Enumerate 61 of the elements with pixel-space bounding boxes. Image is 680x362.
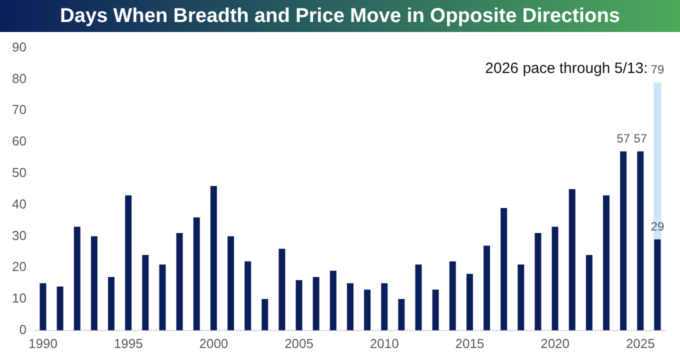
bar [449, 261, 456, 330]
bar [500, 208, 508, 330]
chart-title: Days When Breadth and Price Move in Opposite Directions [0, 0, 680, 32]
bar [108, 277, 115, 330]
bar [210, 186, 217, 330]
bar [603, 195, 610, 330]
data-label: 79 [650, 62, 664, 77]
bar [534, 233, 542, 330]
bar [125, 195, 132, 330]
bar [176, 233, 183, 330]
bar [568, 189, 576, 330]
bar [620, 151, 627, 330]
bar [312, 277, 320, 330]
data-label: 57 [616, 132, 630, 146]
bar [415, 264, 422, 330]
bar [330, 270, 336, 330]
bar [142, 255, 149, 330]
bar [228, 236, 234, 330]
x-tick-label: 2010 [370, 336, 399, 351]
bar [637, 151, 644, 330]
bar [466, 274, 473, 330]
y-tick-label: 40 [12, 196, 26, 212]
y-tick-label: 50 [12, 164, 26, 180]
bar [193, 217, 200, 330]
bar [159, 264, 166, 330]
bar [654, 239, 661, 330]
x-tick-label: 2000 [199, 336, 228, 351]
y-tick-label: 60 [12, 134, 26, 149]
y-tick-label: 80 [12, 70, 26, 86]
x-tick-label: 2020 [540, 336, 570, 351]
bar [90, 236, 98, 330]
bar [278, 248, 286, 330]
y-tick-label: 90 [12, 39, 26, 54]
series-label: 2026 pace through 5/13: [485, 60, 648, 77]
y-tick-label: 20 [12, 259, 26, 274]
x-tick-label: 2025 [626, 336, 655, 351]
bar [364, 290, 371, 330]
x-tick-label: 1995 [114, 336, 143, 351]
x-tick-label: 1990 [28, 336, 58, 351]
bar [244, 261, 252, 330]
data-label: 29 [650, 220, 664, 234]
bar [432, 290, 439, 330]
bar [74, 226, 80, 330]
bar [262, 299, 268, 330]
bar [381, 283, 388, 330]
bar [484, 246, 490, 330]
bar [586, 255, 592, 330]
x-tick-label: 2015 [455, 336, 484, 351]
bar [398, 299, 405, 330]
bar [56, 286, 64, 330]
y-tick-label: 30 [12, 228, 26, 243]
bar [346, 283, 354, 330]
y-tick-label: 10 [12, 290, 26, 306]
bar [518, 264, 524, 330]
y-tick-label: 70 [12, 102, 26, 118]
y-tick-label: 0 [19, 322, 26, 337]
bar [40, 283, 46, 330]
bar [552, 226, 558, 330]
x-tick-label: 2005 [284, 336, 314, 351]
bar [296, 280, 302, 330]
data-label: 57 [634, 132, 648, 146]
